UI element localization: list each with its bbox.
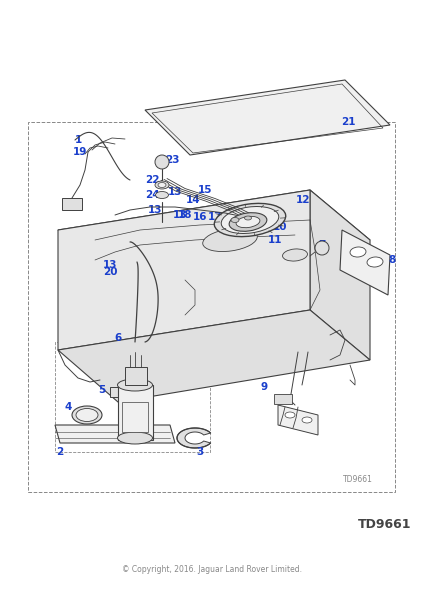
Ellipse shape	[285, 412, 295, 418]
Text: 22: 22	[145, 175, 159, 185]
Ellipse shape	[350, 247, 366, 257]
Text: 24: 24	[145, 190, 159, 200]
Text: 13: 13	[168, 187, 182, 197]
Polygon shape	[340, 230, 390, 295]
Ellipse shape	[367, 257, 383, 267]
Ellipse shape	[72, 406, 102, 424]
Ellipse shape	[117, 379, 153, 391]
Text: © Copyright, 2016. Jaguar Land Rover Limited.: © Copyright, 2016. Jaguar Land Rover Lim…	[122, 565, 302, 575]
Bar	[274, 394, 292, 404]
Text: 13: 13	[103, 260, 117, 270]
Ellipse shape	[203, 229, 257, 251]
Bar	[125, 367, 147, 385]
Text: 9: 9	[260, 382, 268, 392]
Text: 3: 3	[196, 447, 204, 457]
Text: 20: 20	[103, 267, 117, 277]
Polygon shape	[58, 190, 310, 350]
Ellipse shape	[76, 409, 98, 421]
Text: 13: 13	[148, 205, 162, 215]
Text: 23: 23	[165, 155, 179, 165]
Text: 1: 1	[74, 135, 82, 145]
Text: 7: 7	[318, 240, 326, 250]
Text: 14: 14	[186, 195, 200, 205]
Polygon shape	[177, 428, 211, 448]
Text: 13: 13	[173, 210, 187, 220]
Bar	[55, 342, 210, 452]
Polygon shape	[278, 405, 318, 435]
Ellipse shape	[282, 249, 307, 261]
Ellipse shape	[214, 203, 286, 236]
Text: 8: 8	[388, 255, 396, 265]
Text: 2: 2	[56, 447, 64, 457]
Text: 5: 5	[98, 385, 106, 395]
Bar	[118, 385, 153, 440]
Ellipse shape	[156, 191, 168, 199]
Text: 12: 12	[296, 195, 310, 205]
Text: 11: 11	[268, 235, 282, 245]
Text: 19: 19	[73, 147, 87, 157]
Text: 15: 15	[198, 185, 212, 195]
Ellipse shape	[117, 432, 153, 444]
Polygon shape	[58, 190, 370, 282]
Ellipse shape	[158, 182, 166, 187]
Text: TD9661: TD9661	[343, 475, 373, 485]
Text: 18: 18	[178, 210, 192, 220]
Ellipse shape	[155, 181, 169, 189]
Circle shape	[315, 241, 329, 255]
Ellipse shape	[221, 206, 279, 233]
Circle shape	[155, 155, 169, 169]
Polygon shape	[55, 425, 175, 443]
Polygon shape	[145, 80, 390, 155]
Text: 21: 21	[341, 117, 355, 127]
Bar	[28, 122, 395, 492]
Text: 16: 16	[193, 212, 207, 222]
Ellipse shape	[236, 217, 260, 227]
Bar	[62, 198, 82, 210]
Ellipse shape	[245, 216, 251, 220]
Polygon shape	[58, 310, 370, 402]
Ellipse shape	[302, 417, 312, 423]
Text: TD9661: TD9661	[358, 518, 412, 532]
Ellipse shape	[231, 217, 239, 223]
Polygon shape	[310, 190, 370, 360]
Bar	[122, 402, 148, 432]
Bar	[110, 387, 128, 397]
Ellipse shape	[229, 213, 267, 231]
Text: 10: 10	[273, 222, 287, 232]
Text: 4: 4	[64, 402, 72, 412]
Text: 6: 6	[114, 333, 122, 343]
Text: 17: 17	[208, 212, 222, 222]
